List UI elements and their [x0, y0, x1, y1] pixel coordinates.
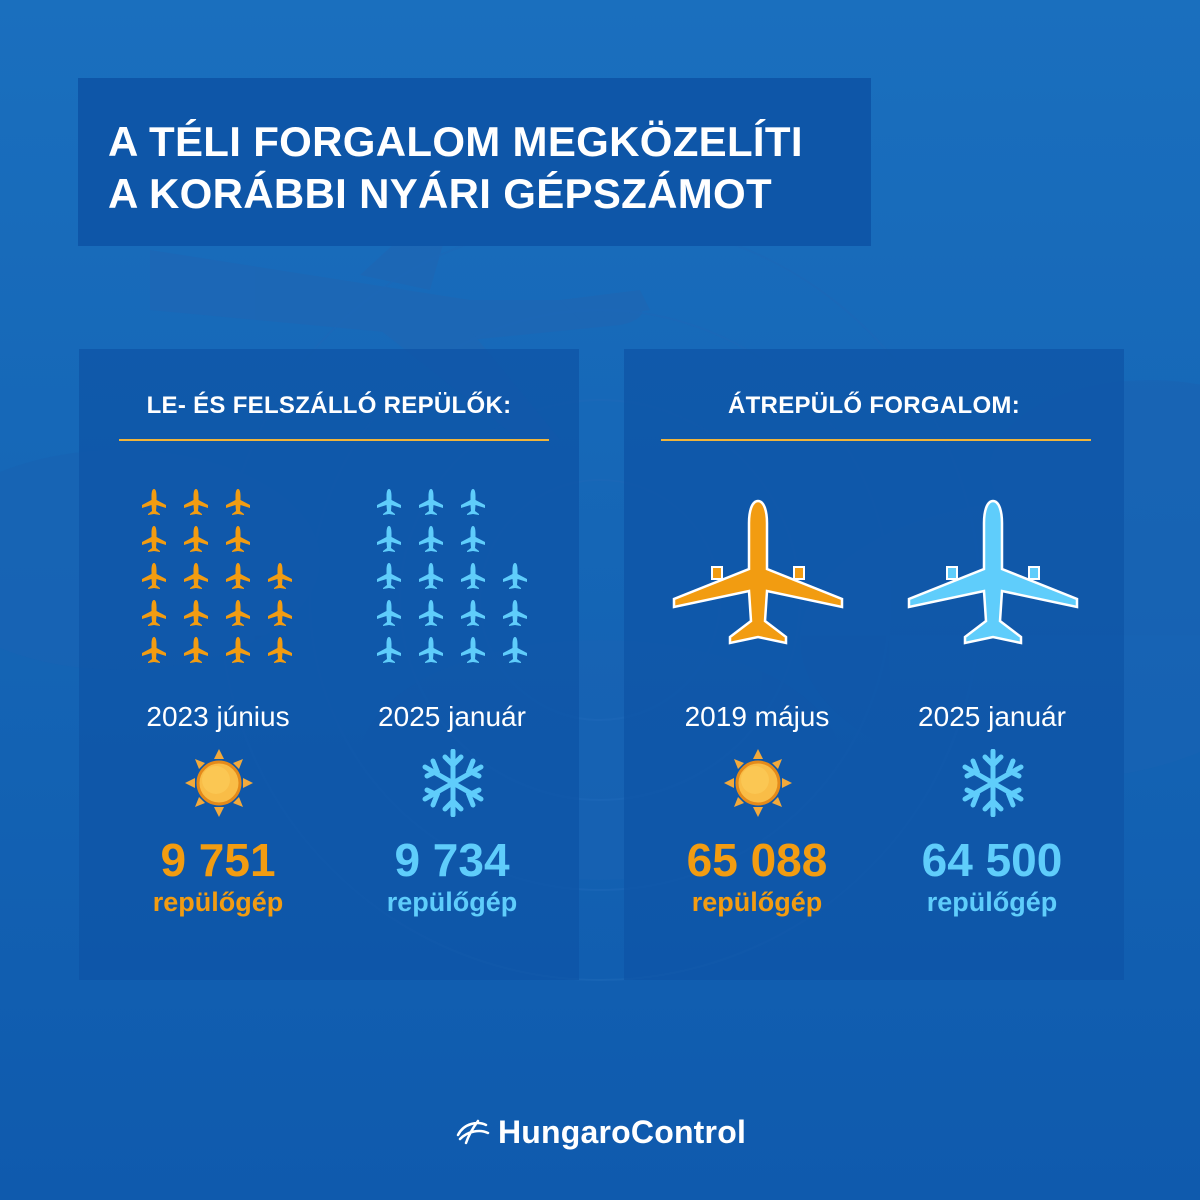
small-plane-icon: [226, 526, 250, 552]
small-plane-icon: [419, 526, 443, 552]
small-plane-icon: [419, 489, 443, 515]
small-plane-icon: [226, 563, 250, 589]
small-plane-icon: [461, 600, 485, 626]
summer-count: 65 088: [686, 834, 828, 886]
title-box: A TÉLI FORGALOM MEGKÖZELÍTI A KORÁBBI NY…: [78, 78, 871, 246]
airplane-icon: [907, 499, 1079, 645]
summer-count: 9 751: [160, 834, 276, 886]
small-plane-icon: [142, 637, 166, 663]
small-plane-icon: [226, 600, 250, 626]
page-title-line-2: A KORÁBBI NYÁRI GÉPSZÁMOT: [108, 170, 772, 217]
sun-icon: [185, 749, 253, 817]
small-plane-icon: [461, 526, 485, 552]
winter-count: 9 734: [394, 834, 510, 886]
page-title-line-1: A TÉLI FORGALOM MEGKÖZELÍTI: [108, 118, 803, 165]
hungarocontrol-logo-icon: [456, 1119, 490, 1145]
summer-date: 2019 május: [684, 701, 830, 732]
small-plane-icon: [377, 637, 401, 663]
winter-unit: repülőgép: [926, 887, 1058, 917]
small-plane-icon: [419, 600, 443, 626]
small-plane-icon: [377, 489, 401, 515]
small-plane-icon: [503, 637, 527, 663]
small-plane-icon: [461, 637, 485, 663]
summer-unit: repülőgép: [152, 887, 284, 917]
small-plane-icon: [142, 600, 166, 626]
small-plane-icon: [184, 489, 208, 515]
small-plane-icon: [268, 563, 292, 589]
small-plane-icon: [419, 563, 443, 589]
divider: [119, 439, 549, 441]
small-plane-icon: [226, 489, 250, 515]
small-plane-icon: [184, 637, 208, 663]
footer-brand: HungaroControl: [0, 1110, 1200, 1154]
summer-plane-grid: [142, 489, 292, 663]
winter-date: 2025 január: [918, 701, 1066, 732]
landings-takeoffs-panel: LE- ÉS FELSZÁLLÓ REPÜLŐK: 2023 június 9 …: [79, 349, 579, 980]
small-plane-icon: [419, 637, 443, 663]
brand-name: HungaroControl: [497, 1113, 747, 1150]
summer-date: 2023 június: [146, 701, 290, 732]
divider: [661, 439, 1091, 441]
panel-heading: LE- ÉS FELSZÁLLÓ REPÜLŐK:: [146, 392, 512, 419]
airplane-icon: [672, 499, 844, 645]
winter-unit: repülőgép: [386, 887, 518, 917]
summer-unit: repülőgép: [691, 887, 823, 917]
small-plane-icon: [461, 489, 485, 515]
winter-date: 2025 január: [378, 701, 526, 732]
small-plane-icon: [377, 526, 401, 552]
small-plane-icon: [226, 637, 250, 663]
overflight-traffic-panel: ÁTREPÜLŐ FORGALOM: 2019 május 65 088 rep…: [624, 349, 1124, 980]
small-plane-icon: [184, 563, 208, 589]
winter-count: 64 500: [921, 834, 1063, 886]
winter-plane-grid: [377, 489, 527, 663]
small-plane-icon: [268, 600, 292, 626]
small-plane-icon: [184, 526, 208, 552]
small-plane-icon: [461, 563, 485, 589]
small-plane-icon: [268, 637, 292, 663]
small-plane-icon: [142, 563, 166, 589]
small-plane-icon: [377, 563, 401, 589]
small-plane-icon: [377, 600, 401, 626]
snowflake-icon: [962, 749, 1024, 817]
snowflake-icon: [422, 749, 484, 817]
small-plane-icon: [184, 600, 208, 626]
small-plane-icon: [142, 489, 166, 515]
sun-icon: [724, 749, 792, 817]
small-plane-icon: [503, 563, 527, 589]
small-plane-icon: [503, 600, 527, 626]
small-plane-icon: [142, 526, 166, 552]
panel-heading: ÁTREPÜLŐ FORGALOM:: [727, 392, 1021, 419]
